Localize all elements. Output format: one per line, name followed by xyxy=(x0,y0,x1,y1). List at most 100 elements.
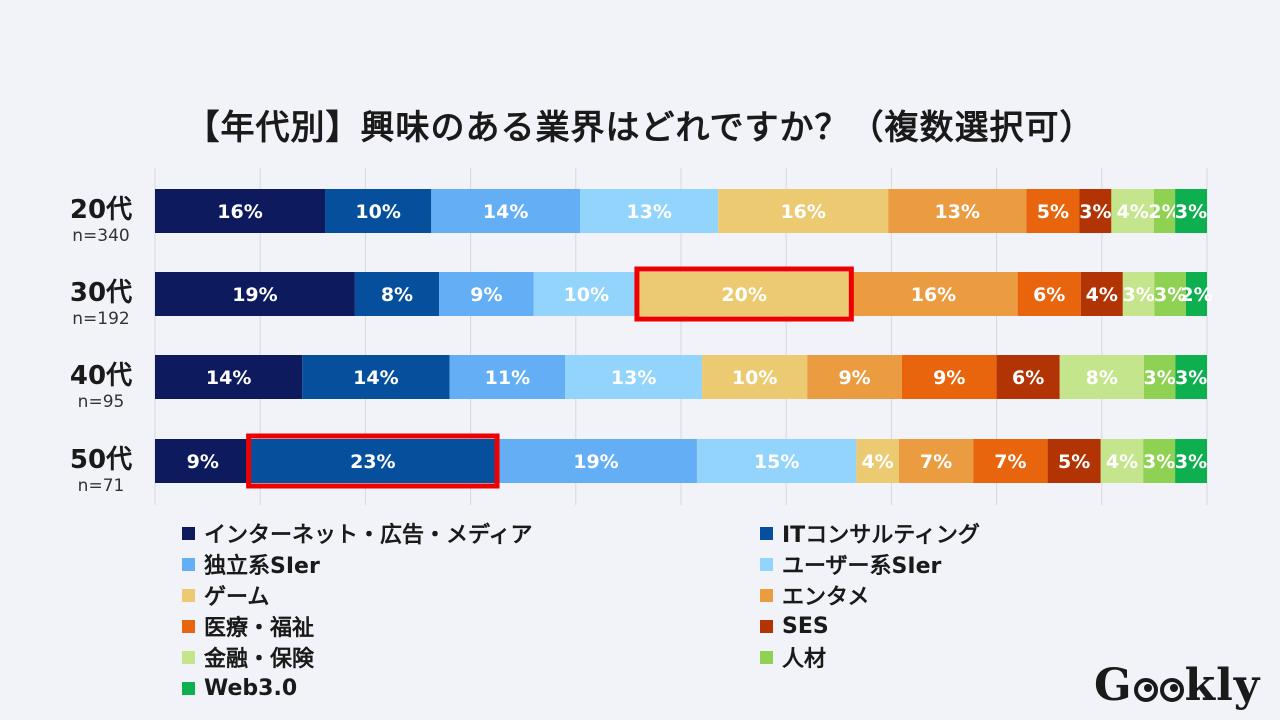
data-label: 3% xyxy=(1175,201,1207,223)
data-label: 4% xyxy=(1116,201,1148,223)
bar-segment xyxy=(1047,439,1101,483)
legend-swatch xyxy=(760,650,773,664)
legend-label: ITコンサルティング xyxy=(782,523,980,548)
data-label: 10% xyxy=(732,367,777,389)
bar-segment xyxy=(1017,272,1081,316)
legend-item: 医療・福祉 xyxy=(182,611,314,641)
data-label: 3% xyxy=(1175,367,1207,389)
legend-label: 金融・保険 xyxy=(204,647,315,672)
legend-label: エンタメ xyxy=(782,585,870,610)
data-label: 2% xyxy=(1148,201,1180,223)
data-label: 4% xyxy=(861,451,893,473)
data-label: 3% xyxy=(1143,451,1175,473)
legend-label: Web3.0 xyxy=(204,675,298,701)
data-label: 3% xyxy=(1122,284,1154,306)
data-label: 13% xyxy=(626,201,671,223)
data-label: 14% xyxy=(353,367,398,389)
bar-segment xyxy=(155,439,251,483)
data-label: 2% xyxy=(1180,284,1212,306)
legend-item: ITコンサルティング xyxy=(760,518,980,548)
data-label: 20% xyxy=(721,284,766,306)
legend-label: ゲーム xyxy=(204,585,270,610)
legend-item: 独立系SIer xyxy=(182,549,320,579)
bar-segment xyxy=(1175,189,1207,233)
data-label: 3% xyxy=(1144,367,1176,389)
bar-segment xyxy=(580,189,719,233)
legend-swatch xyxy=(182,526,195,540)
legend-item: Web3.0 xyxy=(182,673,297,703)
logo-eye-icon xyxy=(1159,678,1184,702)
logo-eye-icon xyxy=(1133,678,1158,702)
bar-segment xyxy=(888,189,1027,233)
legend-label: 独立系SIer xyxy=(204,554,320,579)
data-label: 7% xyxy=(920,451,952,473)
bar-segment xyxy=(1111,189,1154,233)
data-label: 16% xyxy=(217,201,262,223)
highlight-box xyxy=(634,266,854,322)
bar-segment xyxy=(898,439,974,483)
bar-segment xyxy=(702,355,808,399)
bar-segment xyxy=(849,272,1018,316)
bar-segment xyxy=(533,272,639,316)
data-label: 5% xyxy=(1058,451,1090,473)
bar-segment xyxy=(1100,439,1144,483)
data-label: 10% xyxy=(564,284,609,306)
bar-segment xyxy=(325,189,432,233)
legend-item: エンタメ xyxy=(760,580,869,610)
data-label: 9% xyxy=(187,451,219,473)
legend-label: 人材 xyxy=(782,647,827,672)
data-label: 16% xyxy=(780,201,825,223)
category-label: 20代 xyxy=(70,195,132,225)
sample-size-label: n=340 xyxy=(72,226,129,246)
data-label: 13% xyxy=(611,367,656,389)
legend-label: ユーザー系SIer xyxy=(782,554,942,579)
bar-segment xyxy=(565,355,703,399)
data-label: 19% xyxy=(232,284,277,306)
category-label: 50代 xyxy=(70,445,132,475)
data-label: 10% xyxy=(355,201,400,223)
legend-item: インターネット・広告・メディア xyxy=(182,518,532,548)
legend-item: ゲーム xyxy=(182,580,269,610)
highlight-box xyxy=(246,433,500,489)
bar-segment xyxy=(354,272,440,316)
bar-segment xyxy=(718,189,889,233)
legend-swatch xyxy=(182,588,195,602)
bar-segment xyxy=(1080,272,1123,316)
bar-segment xyxy=(431,189,581,233)
legend-label: インターネット・広告・メディア xyxy=(204,523,533,548)
legend-item: ユーザー系SIer xyxy=(760,549,941,579)
data-label: 23% xyxy=(350,451,395,473)
data-label: 11% xyxy=(485,367,530,389)
data-label: 6% xyxy=(1033,284,1065,306)
legend-item: SES xyxy=(760,611,829,641)
bar-segment xyxy=(250,439,496,483)
bar-segment xyxy=(1122,272,1155,316)
bar-segment xyxy=(696,439,857,483)
data-label: 13% xyxy=(935,201,980,223)
data-label: 8% xyxy=(1086,367,1118,389)
data-label: 3% xyxy=(1154,284,1186,306)
bar-segment xyxy=(807,355,902,399)
bar-segment xyxy=(996,355,1060,399)
bar-segment xyxy=(495,439,697,483)
data-label: 4% xyxy=(1086,284,1118,306)
bar-segment xyxy=(439,272,534,316)
data-label: 16% xyxy=(911,284,956,306)
category-label: 30代 xyxy=(70,278,132,308)
bar-segment xyxy=(155,272,355,316)
data-label: 3% xyxy=(1175,451,1207,473)
legend-swatch xyxy=(760,619,773,633)
category-label: 40代 xyxy=(70,361,132,391)
data-label: 7% xyxy=(994,451,1026,473)
sample-size-label: n=95 xyxy=(78,392,125,412)
legend-swatch xyxy=(182,681,195,695)
bar-segment xyxy=(155,189,326,233)
legend-label: 医療・福祉 xyxy=(204,616,315,641)
bar-segment xyxy=(1026,189,1080,233)
bar-segment xyxy=(901,355,997,399)
bar-segment xyxy=(155,355,303,399)
data-label: 14% xyxy=(206,367,251,389)
bar-segment xyxy=(1153,189,1176,233)
